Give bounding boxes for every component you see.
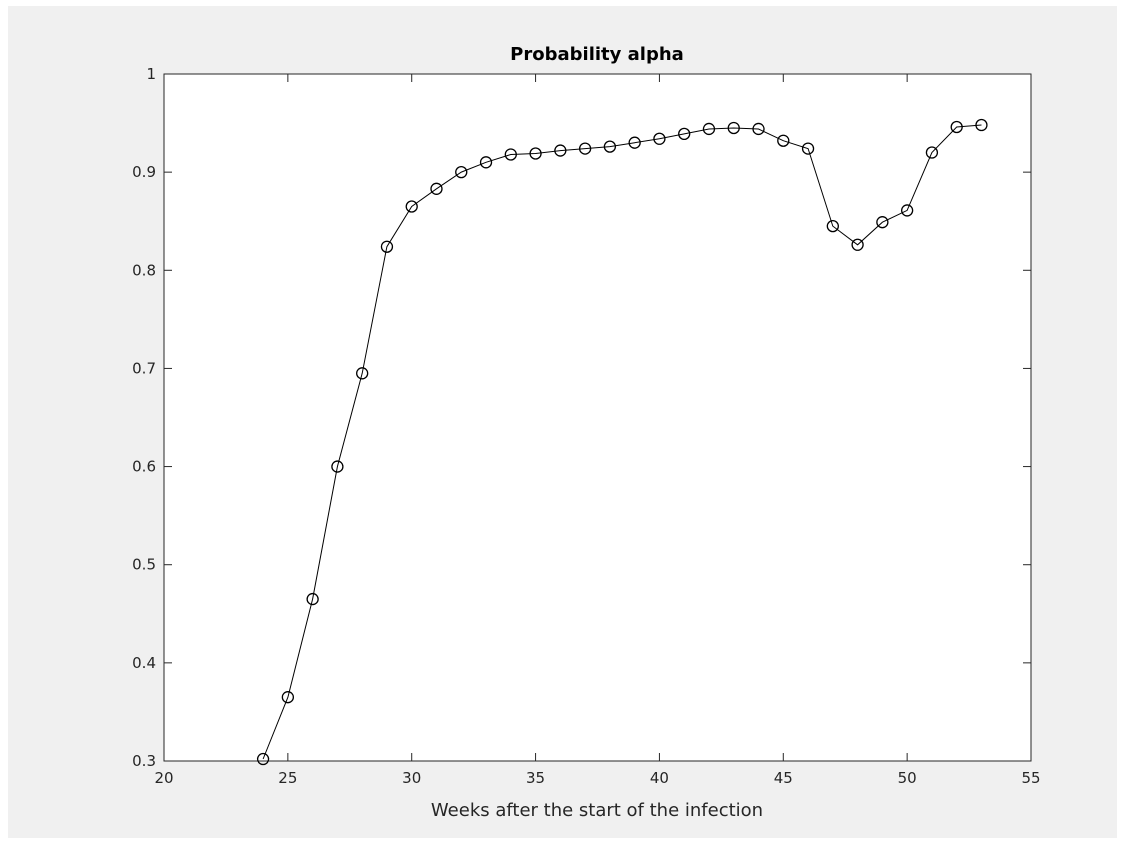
x-tick-label: 35 bbox=[526, 769, 545, 787]
y-tick-label: 0.3 bbox=[132, 752, 156, 770]
data-point-marker bbox=[405, 200, 418, 213]
y-tick-label: 1 bbox=[146, 65, 156, 83]
plot-area bbox=[164, 74, 1031, 761]
x-tick-label: 30 bbox=[402, 769, 421, 787]
data-point-marker bbox=[603, 140, 617, 153]
y-tick-label: 0.8 bbox=[132, 261, 156, 279]
data-point-marker bbox=[752, 122, 765, 136]
line-chart: 20 25 30 35 40 45 50 55 0.3 0.4 0.5 0.6 0.7 0.8 0.9 1 P… bbox=[132, 44, 1040, 821]
x-tick-label: 55 bbox=[1021, 769, 1040, 787]
series-layer bbox=[256, 118, 988, 766]
data-point-marker bbox=[777, 134, 790, 147]
data-point-marker bbox=[479, 156, 493, 169]
data-point-marker bbox=[900, 204, 914, 217]
data-point-marker bbox=[950, 120, 963, 134]
y-tick-label: 0.5 bbox=[132, 556, 156, 574]
data-point-marker bbox=[356, 367, 369, 380]
data-point-marker bbox=[826, 219, 839, 233]
y-tick-label: 0.7 bbox=[132, 359, 156, 377]
x-tick-label: 50 bbox=[898, 769, 917, 787]
data-point-marker bbox=[653, 132, 666, 145]
data-point-marker bbox=[504, 148, 517, 161]
data-point-marker bbox=[702, 122, 716, 136]
data-point-marker bbox=[975, 118, 988, 132]
figure-background: 20 25 30 35 40 45 50 55 0.3 0.4 0.5 0.6 0.7 0.8 0.9 1 P… bbox=[8, 6, 1117, 838]
data-point-marker bbox=[578, 142, 592, 155]
data-point-marker bbox=[727, 121, 740, 135]
data-point-marker bbox=[554, 144, 567, 157]
axis-ticks: 20 25 30 35 40 45 50 55 0.3 0.4 0.5 0.6 0.7 0.8 0.9 1 bbox=[132, 65, 1040, 787]
y-tick-label: 0.6 bbox=[132, 458, 156, 476]
data-point-marker bbox=[876, 216, 889, 229]
y-tick-label: 0.4 bbox=[132, 654, 156, 672]
plot-frame bbox=[163, 73, 1032, 762]
data-point-marker bbox=[430, 182, 443, 195]
chart-title: Probability alpha bbox=[510, 44, 684, 65]
data-point-marker bbox=[256, 752, 270, 766]
data-point-marker bbox=[306, 592, 319, 606]
data-point-marker bbox=[529, 147, 542, 160]
data-point-marker bbox=[801, 142, 815, 155]
x-tick-label: 20 bbox=[154, 769, 173, 787]
data-point-marker bbox=[331, 460, 344, 473]
data-point-marker bbox=[851, 238, 864, 251]
data-point-marker bbox=[925, 146, 939, 159]
x-tick-label: 25 bbox=[278, 769, 297, 787]
y-tick-label: 0.9 bbox=[132, 163, 156, 181]
data-point-marker bbox=[281, 691, 295, 704]
data-point-marker bbox=[628, 136, 641, 149]
x-tick-label: 45 bbox=[774, 769, 793, 787]
data-point-marker bbox=[380, 240, 394, 253]
x-axis-label: Weeks after the start of the infection bbox=[431, 800, 763, 821]
data-point-marker bbox=[455, 165, 468, 179]
x-tick-label: 40 bbox=[650, 769, 669, 787]
data-point-marker bbox=[678, 127, 691, 141]
